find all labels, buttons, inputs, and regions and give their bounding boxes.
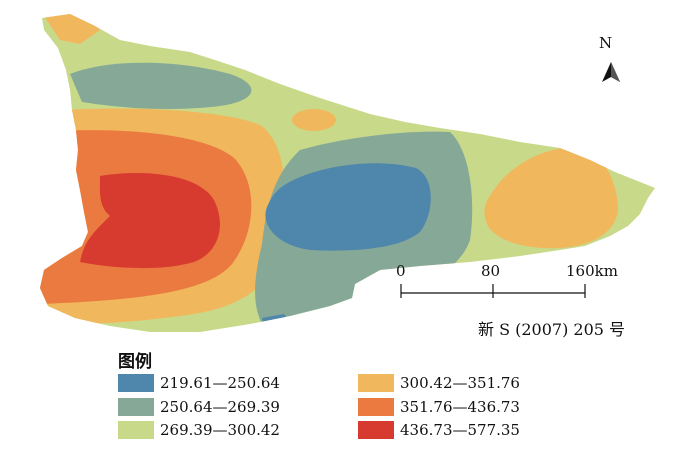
legend-item: 269.39—300.42 xyxy=(118,421,280,439)
legend-label: 269.39—300.42 xyxy=(160,421,280,439)
legend-item: 436.73—577.35 xyxy=(358,421,520,439)
legend-item: 351.76—436.73 xyxy=(358,398,520,416)
legend-swatch xyxy=(118,421,154,439)
legend-title: 图例 xyxy=(118,352,152,372)
zone-small-orange xyxy=(292,109,336,131)
legend-swatch xyxy=(358,421,394,439)
scale-tick-80: 80 xyxy=(481,262,501,280)
legend-swatch xyxy=(358,398,394,416)
north-arrow xyxy=(602,62,620,82)
legend-swatch xyxy=(358,374,394,392)
zone-north-green xyxy=(70,62,252,109)
legend-swatch xyxy=(118,374,154,392)
map-approval-number: 新 S (2007) 205 号 xyxy=(478,320,626,339)
north-label: N xyxy=(599,34,613,52)
legend-item: 300.42—351.76 xyxy=(358,374,520,392)
scale-tick-160km: 160km xyxy=(566,262,618,280)
legend-label: 250.64—269.39 xyxy=(160,398,280,416)
zone-east-orange xyxy=(484,147,618,249)
scale-bar xyxy=(400,284,586,298)
legend-label: 219.61—250.64 xyxy=(160,374,280,392)
legend-label: 351.76—436.73 xyxy=(400,398,520,416)
legend-label: 436.73—577.35 xyxy=(400,421,520,439)
zone-central-blue xyxy=(265,163,431,251)
legend-item: 219.61—250.64 xyxy=(118,374,280,392)
legend-swatch xyxy=(118,398,154,416)
legend-label: 300.42—351.76 xyxy=(400,374,520,392)
legend-item: 250.64—269.39 xyxy=(118,398,280,416)
scale-tick-0: 0 xyxy=(396,262,406,280)
zone-west-red xyxy=(80,173,220,269)
